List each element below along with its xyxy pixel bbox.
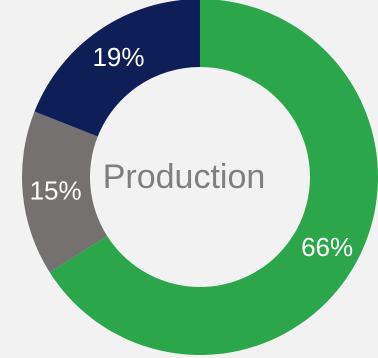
donut-slice-2	[21, 111, 108, 273]
slice-labels-group: 66% 15% 19%	[30, 42, 354, 262]
slices-group	[21, 0, 378, 355]
slice-label-2: 15%	[30, 176, 82, 206]
donut-slice-1	[49, 0, 378, 355]
slice-label-3: 19%	[92, 42, 144, 72]
slice-label-1: 66%	[301, 232, 353, 262]
center-label: Production	[103, 158, 266, 196]
donut-slice-3	[34, 0, 200, 137]
